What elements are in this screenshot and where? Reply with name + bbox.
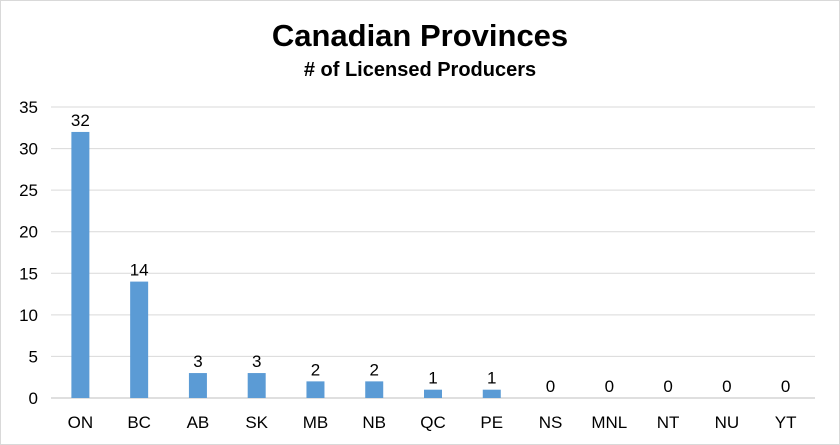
data-label-ab: 3 — [193, 352, 202, 371]
bar-pe — [482, 389, 501, 398]
data-label-nt: 0 — [663, 377, 672, 396]
data-label-bc: 14 — [130, 261, 149, 280]
data-label-mb: 2 — [311, 360, 320, 379]
data-label-yt: 0 — [781, 377, 790, 396]
y-tick-label: 0 — [29, 389, 38, 408]
data-label-mnl: 0 — [605, 377, 614, 396]
x-tick-label-nt: NT — [657, 413, 680, 432]
gridlines — [51, 106, 815, 399]
x-tick-label-pe: PE — [480, 413, 503, 432]
x-tick-label-qc: QC — [420, 413, 446, 432]
y-tick-label: 35 — [19, 98, 38, 117]
data-label-qc: 1 — [428, 369, 437, 388]
x-tick-label-nu: NU — [715, 413, 740, 432]
chart-title: Canadian Provinces — [271, 18, 569, 53]
bar-on — [71, 131, 90, 398]
bar-qc — [424, 389, 442, 398]
y-tick-label: 30 — [19, 140, 38, 159]
bar-bc — [130, 281, 149, 398]
x-axis: ON BC AB SK MB NB QC PE NS MNL NT NU YT — [68, 413, 797, 432]
y-tick-label: 5 — [29, 347, 38, 366]
y-tick-label: 15 — [19, 264, 38, 283]
data-label-nu: 0 — [722, 377, 731, 396]
bar-sk — [247, 373, 266, 398]
x-tick-label-ns: NS — [539, 413, 563, 432]
x-tick-label-mnl: MNL — [591, 413, 627, 432]
x-tick-label-on: ON — [68, 413, 94, 432]
bar-ab — [188, 373, 207, 398]
x-tick-label-sk: SK — [245, 413, 268, 432]
y-tick-label: 10 — [19, 306, 38, 325]
bar-nb — [365, 381, 384, 398]
y-tick-label: 20 — [19, 223, 38, 242]
chart-subtitle: # of Licensed Producers — [303, 59, 537, 81]
x-tick-label-yt: YT — [775, 413, 797, 432]
bars — [71, 131, 501, 398]
data-label-ns: 0 — [546, 377, 555, 396]
data-label-nb: 2 — [369, 360, 378, 379]
x-tick-label-nb: NB — [362, 413, 386, 432]
data-label-on: 32 — [71, 111, 90, 130]
y-tick-label: 25 — [19, 181, 38, 200]
x-tick-label-mb: MB — [303, 413, 329, 432]
data-label-sk: 3 — [252, 352, 261, 371]
y-axis: 0 5 10 15 20 25 30 35 — [19, 98, 38, 408]
data-label-pe: 1 — [487, 369, 496, 388]
x-tick-label-ab: AB — [187, 413, 210, 432]
bar-mb — [306, 381, 325, 398]
x-tick-label-bc: BC — [127, 413, 151, 432]
